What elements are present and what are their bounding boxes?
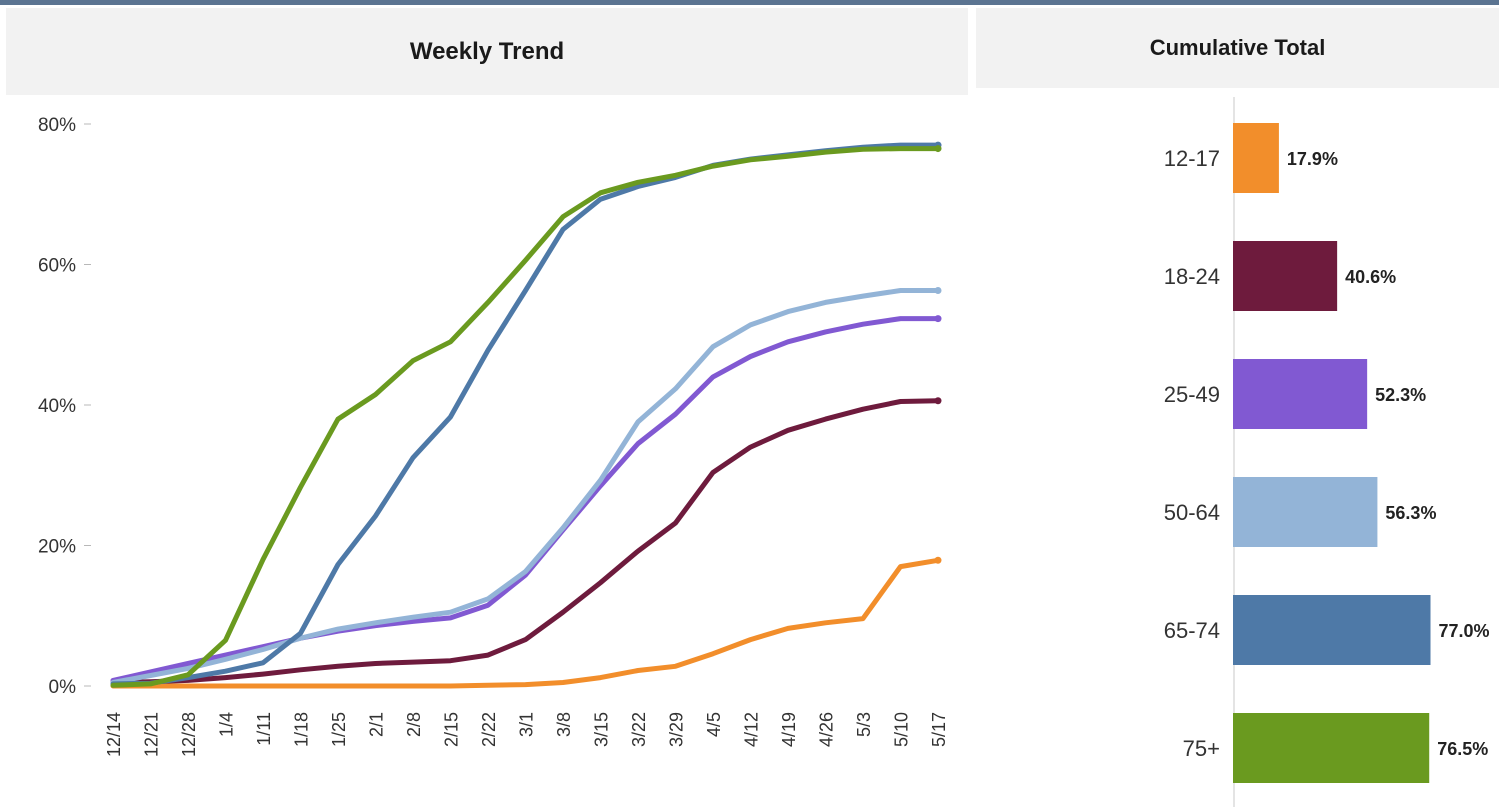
bar-category-label: 50-64: [1164, 500, 1220, 525]
bar-25-49: [1233, 359, 1368, 429]
x-tick-label: 3/29: [667, 712, 687, 747]
bar-50-64: [1233, 477, 1378, 547]
x-tick-label: 5/10: [892, 712, 912, 747]
cumulative-total-title: Cumulative Total: [1149, 35, 1326, 60]
bar-row-65-74: 65-74 77.0%: [1164, 595, 1490, 665]
series-end-point-18-24: [934, 397, 942, 405]
x-tick-label: 3/1: [517, 712, 537, 737]
bar-category-label: 65-74: [1164, 618, 1220, 643]
series-line-50-64: [110, 288, 941, 685]
x-tick-label: 1/25: [329, 712, 349, 747]
series-end-point-50-64: [934, 286, 942, 294]
x-tick-label: 3/15: [592, 712, 612, 747]
bar-row-18-24: 18-24 40.6%: [1164, 241, 1396, 311]
bar-12-17: [1233, 123, 1279, 193]
bar-category-label: 25-49: [1164, 382, 1220, 407]
x-tick-label: 4/5: [704, 712, 724, 737]
bar-row-12-17: 12-17 17.9%: [1164, 123, 1338, 193]
series-end-point-25-49: [934, 315, 942, 323]
x-tick-label: 2/1: [367, 712, 387, 737]
weekly-trend-title: Weekly Trend: [409, 37, 565, 65]
weekly-trend-header: Weekly Trend: [6, 8, 968, 95]
series-line-12-17: [110, 557, 941, 689]
bar-value-label: 56.3%: [1385, 503, 1436, 523]
bar-18-24: [1233, 241, 1338, 311]
x-tick-label: 1/18: [292, 712, 312, 747]
y-tick-label: 60%: [38, 256, 76, 277]
series-line-75+: [110, 146, 941, 688]
x-tick-label: 4/26: [817, 712, 837, 747]
bar-75+: [1233, 713, 1430, 783]
x-tick-label: 5/3: [854, 712, 874, 737]
x-tick-label: 2/22: [479, 712, 499, 747]
y-tick-label: 20%: [38, 537, 76, 558]
x-tick-label: 3/22: [629, 712, 649, 747]
cumulative-total-header: Cumulative Total: [976, 8, 1499, 88]
weekly-trend-chart: 0% 20% 40% 60% 80% 12/14 12/21 12/28 1/4 1/11 1/18…: [38, 115, 949, 757]
x-tick-label: 12/28: [179, 712, 199, 757]
x-tick-label: 1/4: [217, 712, 237, 737]
series-end-point-75+: [934, 145, 942, 153]
top-accent-bar: [0, 0, 1499, 5]
bar-value-label: 17.9%: [1287, 149, 1338, 169]
bar-row-50-64: 50-64 56.3%: [1164, 477, 1436, 547]
bar-row-75+: 75+ 76.5%: [1183, 713, 1488, 783]
x-tick-label: 1/11: [254, 712, 274, 746]
x-tick-label: 12/14: [104, 712, 124, 757]
y-tick-label: 0%: [49, 677, 77, 698]
y-tick-label: 40%: [38, 396, 76, 417]
series-end-point-12-17: [934, 556, 942, 564]
x-tick-label: 4/19: [779, 712, 799, 747]
y-axis: 0% 20% 40% 60% 80%: [38, 115, 91, 698]
bar-row-25-49: 25-49 52.3%: [1164, 359, 1426, 429]
x-tick-label: 2/15: [442, 712, 462, 747]
x-tick-label: 4/12: [742, 712, 762, 747]
bar-value-label: 77.0%: [1439, 621, 1490, 641]
x-tick-label: 3/8: [554, 712, 574, 737]
x-axis: 12/14 12/21 12/28 1/4 1/11 1/18 1/25 2/1 2/8 2/15…: [104, 712, 949, 757]
bar-65-74: [1233, 595, 1431, 665]
line-series-group: [110, 141, 942, 689]
bar-category-label: 75+: [1183, 736, 1220, 761]
series-line-18-24: [110, 398, 941, 685]
x-tick-label: 2/8: [404, 712, 424, 737]
bar-value-label: 40.6%: [1345, 267, 1396, 287]
bar-value-label: 76.5%: [1437, 739, 1488, 759]
bar-category-label: 18-24: [1164, 264, 1220, 289]
x-tick-label: 5/17: [929, 712, 949, 747]
series-line-25-49: [110, 316, 941, 683]
bar-category-label: 12-17: [1164, 146, 1220, 171]
bar-value-label: 52.3%: [1375, 385, 1426, 405]
y-tick-label: 80%: [38, 115, 76, 136]
x-tick-label: 12/21: [142, 712, 162, 757]
